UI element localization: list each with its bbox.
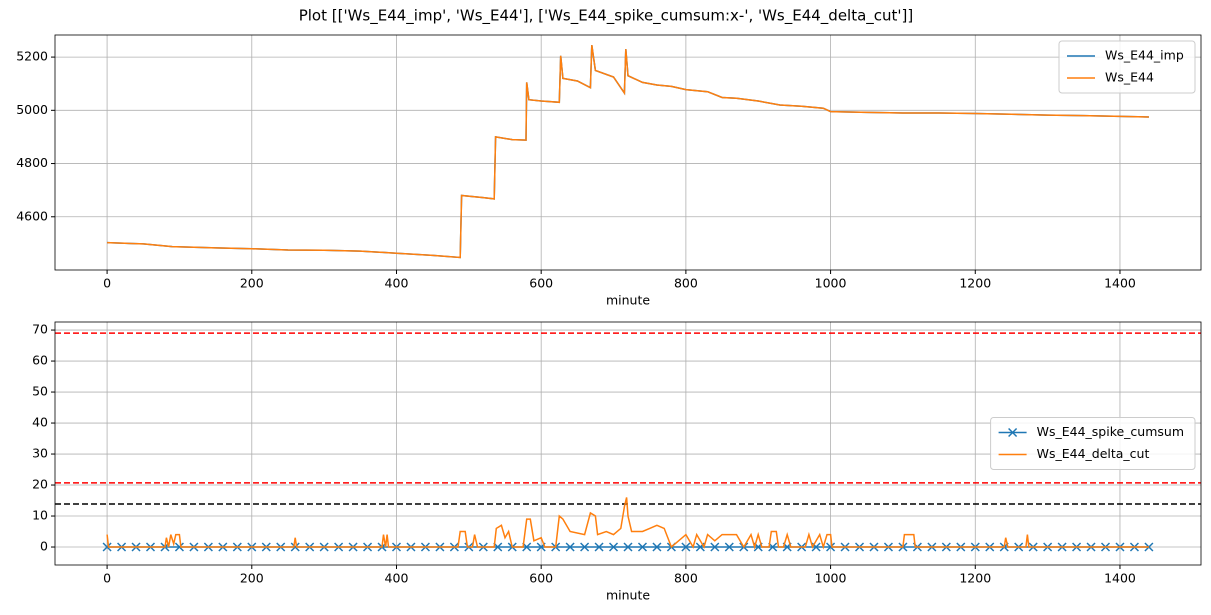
y-tick-label: 30: [32, 446, 48, 461]
y-tick-label: 5200: [16, 49, 48, 64]
y-tick-label: 60: [32, 353, 48, 368]
x-tick-label: 1000: [815, 276, 847, 291]
y-tick-label: 70: [32, 322, 48, 337]
x-tick-label: 1000: [815, 571, 847, 586]
legend-box: [990, 417, 1196, 470]
marker: [826, 542, 836, 552]
marker: [1144, 542, 1154, 552]
x-tick-label: 1400: [1104, 276, 1136, 291]
x-tick-label: 0: [103, 571, 111, 586]
x-tick-label: 1200: [959, 571, 991, 586]
legend-marker: [1008, 427, 1018, 438]
legend-box: [1058, 40, 1196, 94]
y-tick-label: 4800: [16, 155, 48, 170]
x-tick-label: 1200: [959, 276, 991, 291]
x-axis-label: minute: [606, 293, 650, 308]
axes-frame: [54, 321, 1202, 566]
x-tick-label: 600: [529, 276, 553, 291]
marker: [174, 542, 184, 552]
y-tick-label: 20: [32, 477, 48, 492]
legend-label: Ws_E44_delta_cut: [1037, 446, 1150, 461]
x-tick-label: 800: [674, 276, 698, 291]
series-line: [107, 44, 1149, 259]
y-tick-label: 5000: [16, 102, 48, 117]
y-tick-label: 40: [32, 415, 48, 430]
marker: [681, 542, 691, 552]
marker: [102, 542, 112, 552]
legend-label: Ws_E44: [1105, 70, 1154, 85]
marker: [565, 542, 575, 552]
marker: [710, 542, 720, 552]
series-line: [106, 497, 1149, 550]
x-axis-label: minute: [606, 588, 650, 603]
marker: [580, 542, 590, 552]
axes-frame: [54, 34, 1202, 271]
y-tick-label: 4600: [16, 208, 48, 223]
marker: [652, 542, 662, 552]
x-tick-label: 400: [385, 276, 409, 291]
y-tick-label: 0: [40, 539, 48, 554]
marker: [637, 542, 648, 552]
y-tick-label: 50: [32, 384, 48, 399]
marker: [608, 542, 619, 552]
x-tick-label: 400: [385, 571, 409, 586]
legend-label: Ws_E44_spike_cumsum: [1037, 424, 1184, 439]
marker: [290, 542, 300, 552]
x-tick-label: 0: [103, 276, 111, 291]
marker: [594, 542, 604, 552]
x-tick-label: 1400: [1104, 571, 1136, 586]
x-tick-label: 200: [240, 276, 264, 291]
y-tick-label: 10: [32, 508, 48, 523]
marker: [724, 542, 734, 552]
x-tick-label: 600: [529, 571, 553, 586]
series-line: [107, 44, 1149, 259]
figure-title: Plot [['Ws_E44_imp', 'Ws_E44'], ['Ws_E44…: [299, 7, 914, 26]
x-tick-label: 200: [240, 571, 264, 586]
marker: [623, 542, 633, 552]
x-tick-label: 800: [674, 571, 698, 586]
legend-label: Ws_E44_imp: [1105, 48, 1184, 63]
